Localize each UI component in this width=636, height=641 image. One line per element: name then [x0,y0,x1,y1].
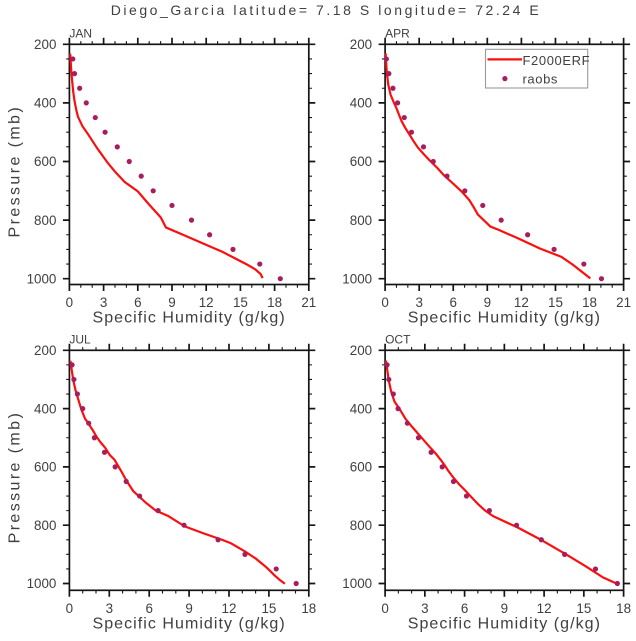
svg-text:0: 0 [381,601,388,616]
svg-text:JUL: JUL [69,333,91,347]
svg-text:1000: 1000 [27,271,57,286]
svg-text:18: 18 [267,295,282,310]
svg-text:raobs: raobs [523,72,559,87]
svg-text:Specific Humidity (g/kg): Specific Humidity (g/kg) [408,615,601,632]
svg-text:Specific Humidity (g/kg): Specific Humidity (g/kg) [92,615,285,632]
svg-text:Specific Humidity (g/kg): Specific Humidity (g/kg) [92,310,285,327]
svg-text:3: 3 [415,295,422,310]
svg-text:3: 3 [100,295,107,310]
svg-text:1000: 1000 [342,271,372,286]
svg-text:Specific Humidity (g/kg): Specific Humidity (g/kg) [408,310,601,327]
svg-text:18: 18 [301,601,316,616]
svg-text:12: 12 [222,601,237,616]
svg-text:3: 3 [421,601,428,616]
svg-text:12: 12 [199,295,214,310]
svg-text:15: 15 [548,295,563,310]
svg-text:12: 12 [514,295,529,310]
svg-text:9: 9 [168,295,175,310]
svg-text:18: 18 [616,601,631,616]
svg-text:600: 600 [34,154,56,169]
svg-text:800: 800 [34,213,56,228]
svg-text:1000: 1000 [342,576,372,591]
svg-text:APR: APR [385,27,410,41]
svg-text:400: 400 [34,401,56,416]
svg-text:600: 600 [350,460,372,475]
svg-text:6: 6 [450,295,457,310]
svg-text:6: 6 [461,601,468,616]
svg-text:400: 400 [350,401,372,416]
svg-text:9: 9 [484,295,491,310]
svg-text:200: 200 [350,37,372,52]
svg-text:0: 0 [381,295,388,310]
svg-text:0: 0 [66,295,73,310]
svg-text:Pressure (mb): Pressure (mb) [7,105,24,238]
svg-text:800: 800 [350,213,372,228]
svg-text:9: 9 [185,601,192,616]
svg-text:Diego_Garcia latitude= 7.18 S: Diego_Garcia latitude= 7.18 S longitude=… [111,2,542,18]
svg-text:12: 12 [537,601,552,616]
svg-text:15: 15 [576,601,591,616]
svg-text:9: 9 [501,601,508,616]
svg-text:800: 800 [350,518,372,533]
svg-text:21: 21 [616,295,631,310]
svg-text:3: 3 [106,601,113,616]
svg-text:400: 400 [34,96,56,111]
svg-text:21: 21 [301,295,316,310]
svg-text:15: 15 [261,601,276,616]
svg-text:600: 600 [350,154,372,169]
svg-text:OCT: OCT [385,333,411,347]
svg-text:18: 18 [582,295,597,310]
svg-text:1000: 1000 [27,576,57,591]
svg-text:400: 400 [350,96,372,111]
svg-text:800: 800 [34,518,56,533]
svg-text:200: 200 [350,343,372,358]
svg-text:6: 6 [134,295,141,310]
svg-text:600: 600 [34,460,56,475]
svg-text:JAN: JAN [69,27,92,41]
svg-text:F2000ERF: F2000ERF [523,53,591,68]
svg-text:200: 200 [34,37,56,52]
svg-text:6: 6 [145,601,152,616]
svg-text:0: 0 [66,601,73,616]
svg-text:200: 200 [34,343,56,358]
svg-text:Pressure (mb): Pressure (mb) [7,411,24,544]
svg-text:15: 15 [233,295,248,310]
